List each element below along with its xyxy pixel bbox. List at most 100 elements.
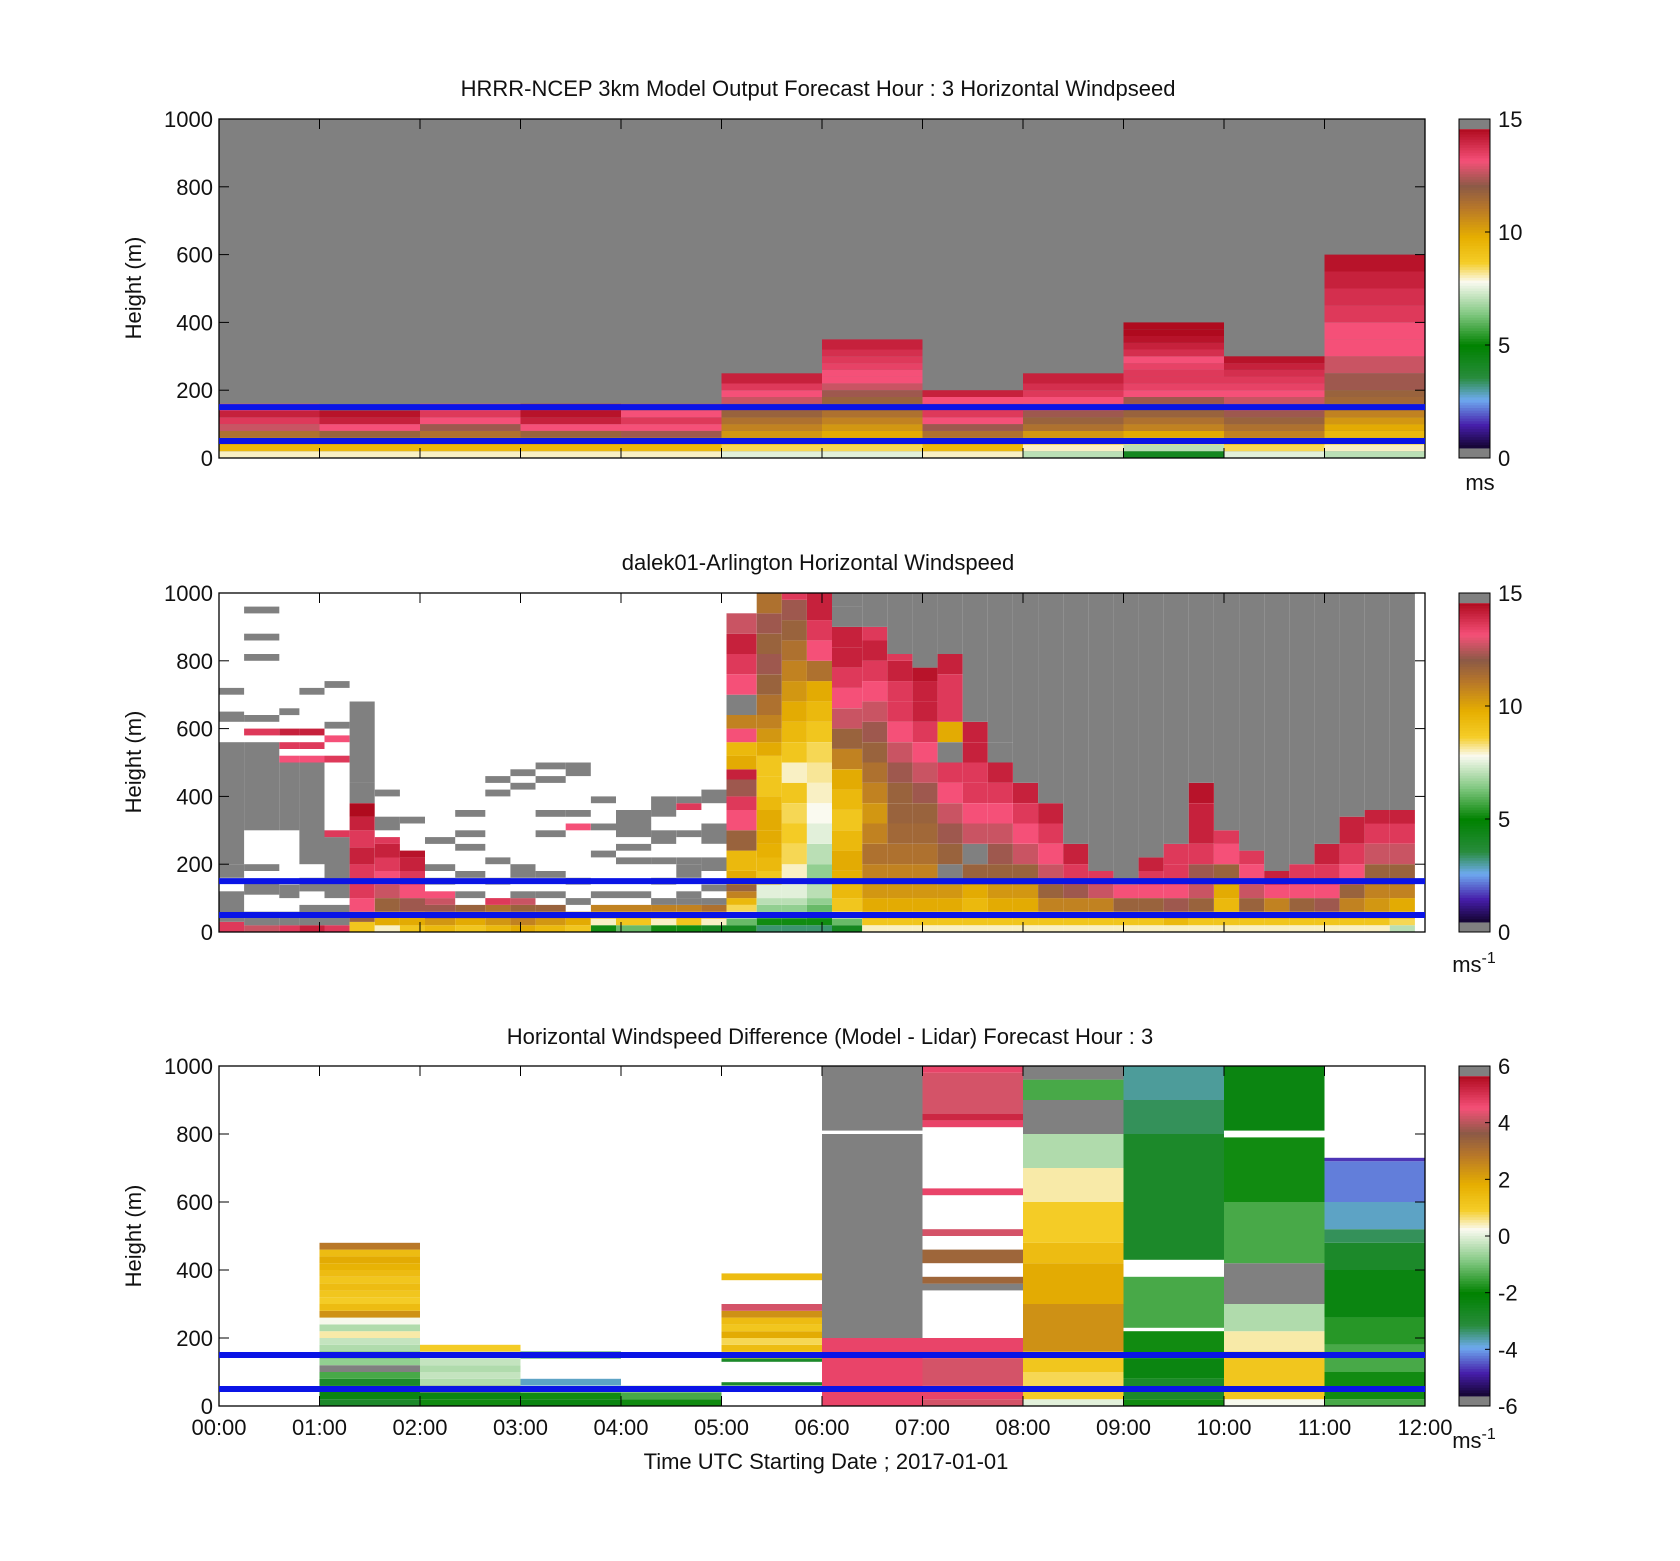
colorbar-swatch xyxy=(1459,887,1490,891)
colorbar-swatch xyxy=(1459,812,1490,817)
heatmap-cell xyxy=(862,742,888,763)
heatmap-cell xyxy=(616,925,652,932)
heatmap-cell xyxy=(1214,884,1240,899)
colorbar-swatch xyxy=(1459,161,1490,165)
colorbar-swatch xyxy=(1459,1134,1490,1139)
heatmap-cell xyxy=(1224,356,1325,364)
colorbar-swatch xyxy=(1459,315,1490,319)
heatmap-cell xyxy=(1324,1185,1425,1202)
heatmap-cell xyxy=(962,721,988,743)
y-tick-label: 1000 xyxy=(164,1054,213,1079)
heatmap-cell xyxy=(374,884,400,899)
heatmap-cells xyxy=(219,254,1425,458)
colorbar-frame xyxy=(1458,592,1491,933)
colorbar-swatch xyxy=(1459,735,1490,740)
heatmap-cell xyxy=(535,925,566,932)
heatmap-cell xyxy=(887,721,913,743)
colorbar-swatch xyxy=(1459,415,1490,420)
colorbar-swatch xyxy=(1459,693,1490,697)
y-tick-label: 1000 xyxy=(164,581,213,606)
colorbar-swatch xyxy=(1459,797,1490,801)
heatmap-cell xyxy=(887,803,913,824)
colorbar-tick-label: 5 xyxy=(1498,807,1510,832)
colorbar-cap xyxy=(1459,447,1490,458)
heatmap-cell xyxy=(1113,925,1139,932)
colorbar-tick-label: 5 xyxy=(1498,333,1510,358)
colorbar-swatch xyxy=(1459,834,1490,838)
colorbar-swatch xyxy=(1459,1361,1490,1365)
colorbar-swatch xyxy=(1459,1265,1490,1269)
heatmap-cell xyxy=(1188,843,1214,865)
colorbar-swatch xyxy=(1459,743,1490,748)
heatmap-cell xyxy=(1224,369,1325,377)
heatmap-cell xyxy=(987,925,1013,932)
heatmap-cell xyxy=(244,742,280,831)
heatmap-cell xyxy=(887,918,913,926)
heatmap-cell xyxy=(1389,593,1415,810)
heatmap-cells xyxy=(219,593,1415,932)
colorbar-swatch xyxy=(1459,426,1490,430)
heatmap-cell xyxy=(887,884,913,899)
colorbar-swatch xyxy=(1459,823,1490,827)
y-tick-label: 400 xyxy=(176,784,213,809)
colorbar-swatch xyxy=(1459,1164,1490,1168)
colorbar-swatch xyxy=(1459,214,1490,218)
heatmap-cell xyxy=(1023,1399,1124,1406)
colorbar-swatch xyxy=(1459,320,1490,324)
heatmap-cell xyxy=(912,823,938,844)
heatmap-cell xyxy=(1289,593,1315,865)
heatmap-cell xyxy=(756,613,782,634)
heatmap-cell xyxy=(319,1290,420,1298)
heatmap-cell xyxy=(1163,843,1189,865)
colorbar-swatch xyxy=(1459,863,1490,867)
colorbar-swatch xyxy=(1459,280,1490,284)
colorbar-swatch xyxy=(1459,307,1490,311)
heatmap-cell xyxy=(822,397,923,404)
heatmap-cell xyxy=(756,694,782,715)
y-tick-label: 200 xyxy=(176,1326,213,1351)
colorbar-swatch xyxy=(1459,354,1490,359)
heatmap-cell xyxy=(726,918,757,926)
colorbar-swatch xyxy=(1459,677,1490,681)
colorbar-swatch xyxy=(1459,645,1490,649)
heatmap-cell xyxy=(651,918,677,926)
heatmap-cell xyxy=(912,925,938,932)
heatmap-cell xyxy=(1324,417,1425,425)
colorbar-swatch xyxy=(1459,384,1490,388)
heatmap-cell xyxy=(781,721,807,743)
heatmap-cell xyxy=(1088,918,1114,926)
reference-lines xyxy=(219,878,1425,919)
heatmap-cell xyxy=(832,687,863,709)
heatmap-cell xyxy=(962,884,988,899)
colorbar-swatch xyxy=(1459,640,1490,644)
heatmap-cell xyxy=(1389,823,1415,844)
colorbar-swatch xyxy=(1459,1236,1490,1240)
heatmap-cell xyxy=(781,701,807,722)
colorbar-swatch xyxy=(1459,616,1490,620)
heatmap-cell xyxy=(1339,843,1365,865)
heatmap-cell xyxy=(862,762,888,783)
heatmap-cell xyxy=(319,424,420,431)
heatmap-cell xyxy=(1113,593,1139,885)
heatmap-cell xyxy=(510,769,536,777)
heatmap-cell xyxy=(1324,339,1425,357)
colorbar-swatch xyxy=(1459,733,1490,737)
colorbar-swatch xyxy=(1459,442,1490,446)
colorbar-swatch xyxy=(1459,627,1490,631)
heatmap-cell xyxy=(520,1399,621,1406)
heatmap-cell xyxy=(676,925,702,932)
heatmap-cell xyxy=(1163,925,1189,932)
heatmap-cell xyxy=(1038,803,1064,824)
heatmap-cell xyxy=(832,918,863,926)
colorbar-swatch xyxy=(1459,139,1490,144)
heatmap-cell xyxy=(420,1365,521,1372)
reference-lines xyxy=(219,1352,1425,1392)
heatmap-cell xyxy=(219,864,245,878)
heatmap-cell xyxy=(806,762,832,783)
colorbar-swatch xyxy=(1459,1390,1490,1394)
heatmap-cell xyxy=(822,424,923,431)
heatmap-cell xyxy=(726,904,757,912)
colorbar-swatch xyxy=(1459,1315,1490,1320)
colorbar-swatch xyxy=(1459,632,1490,636)
heatmap-cell xyxy=(279,925,300,932)
